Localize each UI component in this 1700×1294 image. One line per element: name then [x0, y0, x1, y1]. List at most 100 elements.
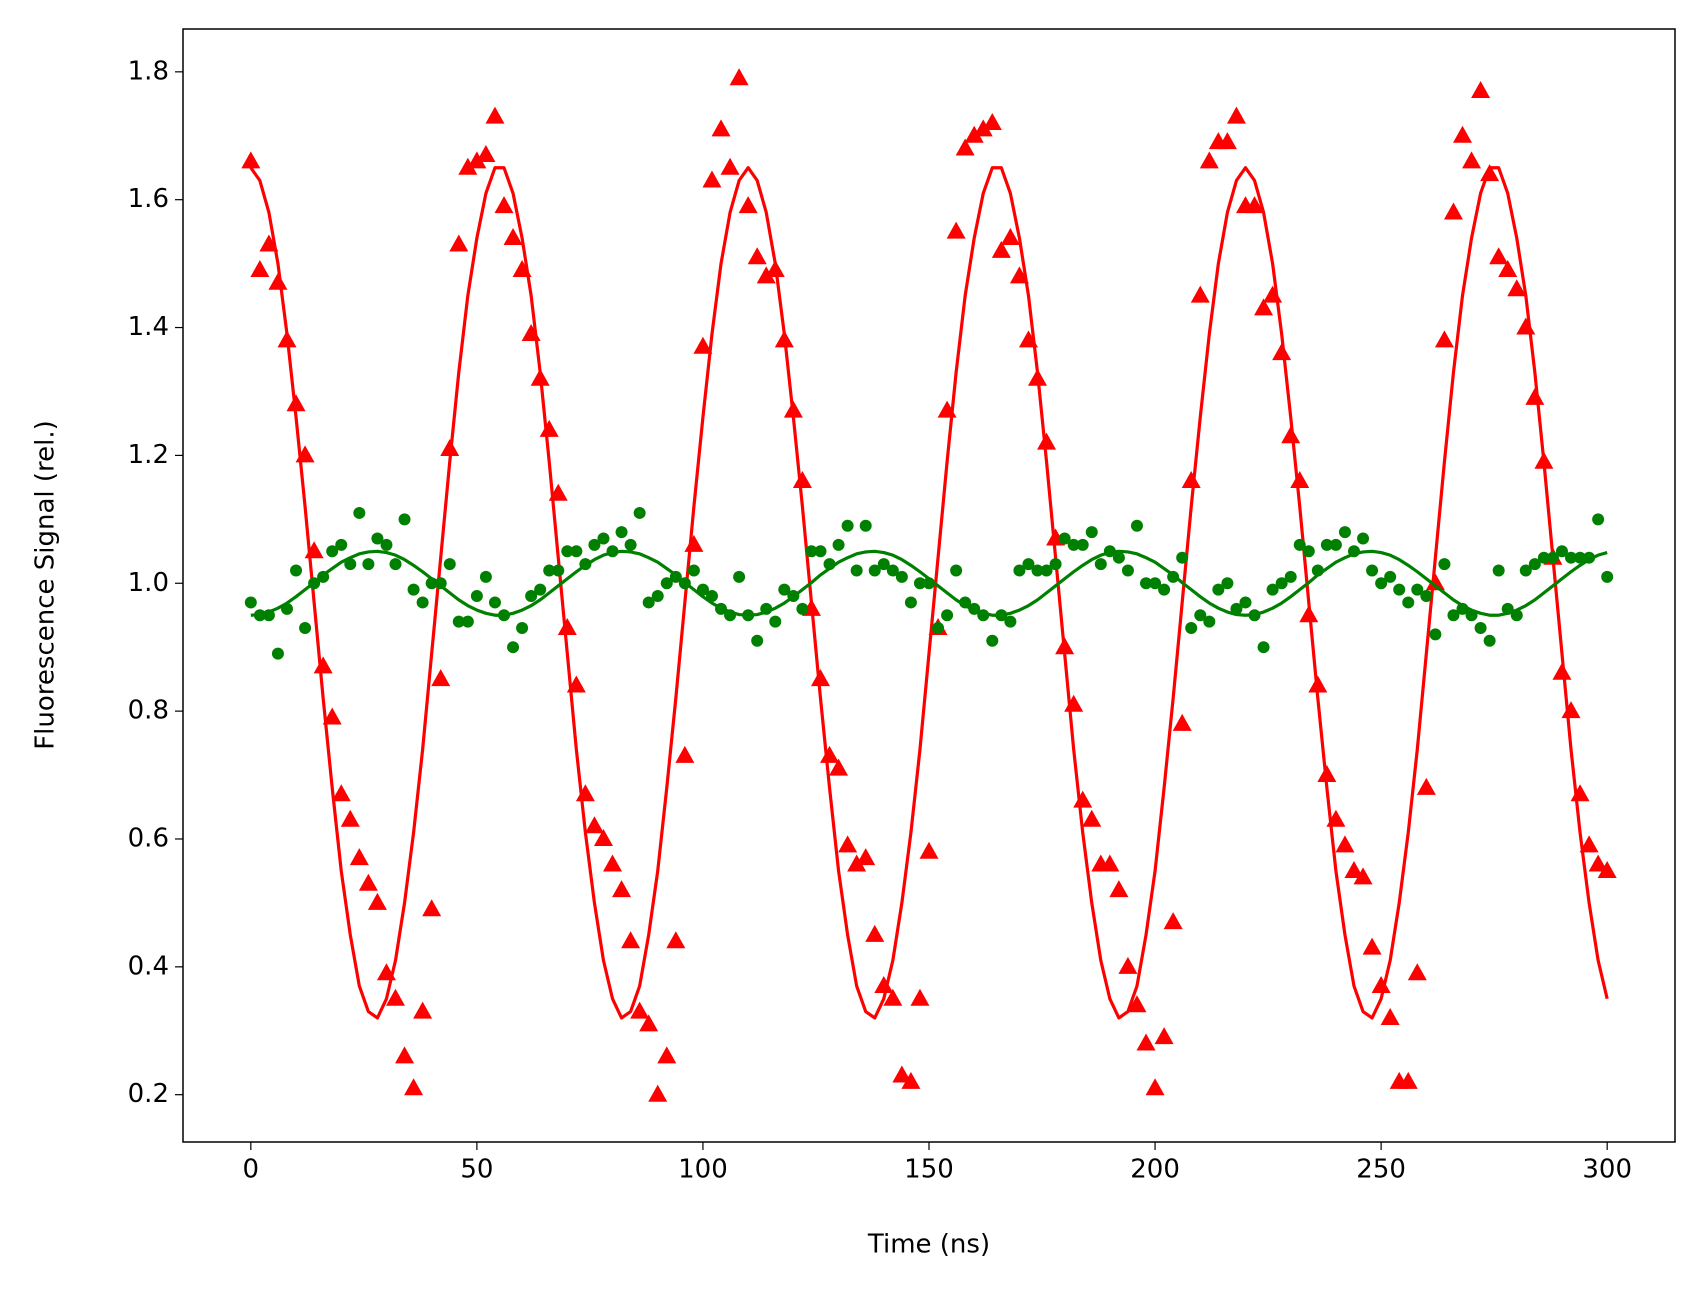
triangle-point: [1335, 835, 1355, 853]
dot-point: [886, 564, 899, 577]
triangle-point: [1073, 790, 1093, 808]
triangle-point: [467, 151, 487, 169]
triangle-point: [1272, 343, 1292, 361]
dot-point: [416, 596, 429, 609]
dot-point: [751, 634, 764, 647]
dot-point: [326, 545, 339, 558]
triangle-point: [1398, 1071, 1418, 1089]
dot-point: [1338, 526, 1351, 539]
dot-point: [470, 590, 483, 603]
triangle-point: [358, 873, 378, 891]
triangle-point: [1226, 106, 1246, 124]
triangle-point: [847, 854, 867, 872]
triangle-point: [1000, 228, 1020, 246]
triangle-point: [1561, 701, 1581, 719]
dot-point: [1040, 564, 1053, 577]
triangle-point: [241, 151, 261, 169]
triangle-point: [250, 260, 270, 278]
dot-point: [1302, 545, 1315, 558]
triangle-point: [349, 848, 369, 866]
triangle-point: [693, 336, 713, 354]
triangle-point: [711, 119, 731, 137]
dot-point: [488, 596, 501, 609]
dot-point: [1366, 564, 1379, 577]
triangle-point: [1037, 432, 1057, 450]
triangle-point: [865, 924, 885, 942]
dot-point: [1592, 513, 1605, 526]
dot-point: [624, 538, 637, 551]
dot-point: [1284, 570, 1297, 583]
triangle-point: [810, 669, 830, 687]
dot-point: [597, 532, 610, 545]
triangle-point: [557, 618, 577, 636]
triangle-point: [584, 816, 604, 834]
triangle-point: [1281, 426, 1301, 444]
triangle-point: [1190, 285, 1210, 303]
dot-point: [1013, 564, 1026, 577]
triangle-point: [1263, 285, 1283, 303]
dot-point: [1130, 519, 1143, 532]
triangle-point: [756, 266, 776, 284]
dot-point: [805, 545, 818, 558]
triangle-point: [666, 931, 686, 949]
triangle-point: [1425, 573, 1445, 591]
dot-point: [1492, 564, 1505, 577]
triangle-point: [729, 68, 749, 86]
dot-point: [615, 526, 628, 539]
dot-point: [299, 622, 312, 635]
triangle-point: [1181, 470, 1201, 488]
dot-point: [461, 615, 474, 628]
triangle-point: [313, 656, 333, 674]
y-tick-label: 0.8: [128, 696, 169, 726]
triangle-point: [838, 835, 858, 853]
triangle-point: [955, 138, 975, 156]
dot-point: [398, 513, 411, 526]
triangle-point: [892, 1065, 912, 1083]
dot-point: [1176, 551, 1189, 564]
triangle-point: [1254, 298, 1274, 316]
triangle-point: [1217, 132, 1237, 150]
triangle-point: [919, 841, 939, 859]
dot-point: [244, 596, 257, 609]
triangle-point: [1507, 279, 1527, 297]
dot-point: [1393, 583, 1406, 596]
dot-point: [841, 519, 854, 532]
dot-point: [1049, 558, 1062, 571]
dot-point: [642, 596, 655, 609]
triangle-point: [431, 669, 451, 687]
x-tick-label: 200: [1130, 1155, 1180, 1185]
triangle-point: [413, 1001, 433, 1019]
triangle-point: [630, 1001, 650, 1019]
dot-point: [1194, 609, 1207, 622]
triangle-point: [1344, 860, 1364, 878]
triangle-point: [1371, 976, 1391, 994]
dot-point: [534, 583, 547, 596]
dot-point: [986, 634, 999, 647]
dot-point: [660, 577, 673, 590]
triangle-point: [874, 976, 894, 994]
triangle-point: [675, 745, 695, 763]
triangle-point: [1172, 713, 1192, 731]
triangle-point: [1082, 809, 1102, 827]
dot-point: [362, 558, 375, 571]
dot-point: [552, 564, 565, 577]
dot-point: [543, 564, 556, 577]
triangle-point: [593, 828, 613, 846]
triangle-point: [639, 1014, 659, 1032]
dot-point: [1067, 538, 1080, 551]
triangle-point: [1353, 867, 1373, 885]
dot-point: [380, 538, 393, 551]
x-tick-label: 0: [243, 1155, 260, 1185]
triangle-point: [503, 228, 523, 246]
triangle-point: [1443, 202, 1463, 220]
triangle-point: [494, 196, 514, 214]
dot-point: [1239, 596, 1252, 609]
triangle-point: [1127, 995, 1147, 1013]
dot-point: [1555, 545, 1568, 558]
triangle-point: [1498, 260, 1518, 278]
dot-point: [1076, 538, 1089, 551]
triangle-point: [747, 247, 767, 265]
dot-point: [950, 564, 963, 577]
triangle-point: [1163, 912, 1183, 930]
